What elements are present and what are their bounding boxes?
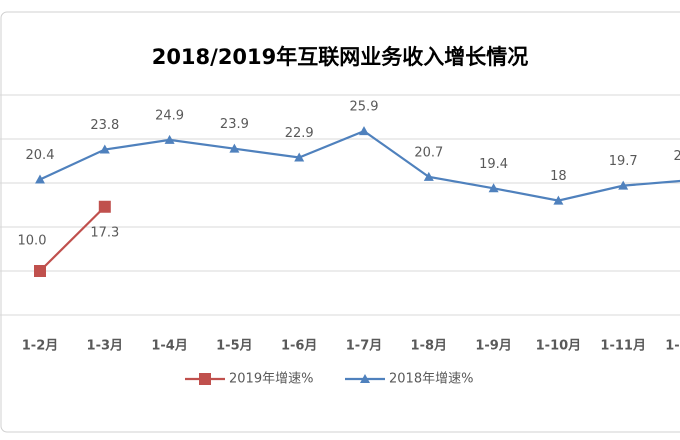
legend-marker: [360, 374, 370, 383]
marker: [294, 152, 305, 162]
x-tick-label: 1-5月: [216, 339, 253, 354]
data-label: 23.9: [220, 117, 249, 132]
marker: [164, 134, 175, 144]
marker: [618, 180, 629, 190]
chart-frame: [0, 11, 680, 433]
data-label: 22.9: [285, 126, 314, 141]
marker: [34, 265, 46, 277]
data-label: 24.9: [155, 108, 184, 123]
x-tick-label: 1-9月: [475, 339, 512, 354]
data-label: 19.4: [479, 157, 508, 172]
data-label: 25.9: [350, 100, 379, 115]
marker: [423, 171, 434, 181]
data-label: 17.3: [90, 225, 119, 240]
x-tick-label: 1-8月: [411, 339, 448, 354]
legend-label: 2019年增速%: [229, 372, 313, 387]
data-label: 19.7: [609, 154, 638, 169]
marker: [99, 144, 110, 154]
data-label: 20.7: [414, 145, 443, 160]
legend-marker: [199, 373, 211, 385]
marker: [35, 174, 45, 184]
data-label: 18: [550, 169, 567, 184]
x-tick-label: 1-6月: [281, 339, 318, 354]
series-line: [39, 205, 106, 272]
data-label: 10.0: [18, 234, 47, 249]
x-tick-label: 1-4月: [151, 339, 188, 354]
legend-label: 2018年增速%: [389, 372, 473, 387]
x-tick-label: 1-11月: [600, 339, 646, 354]
data-label: 20.3: [674, 149, 680, 164]
marker: [488, 183, 499, 193]
data-label: 23.8: [90, 118, 119, 133]
data-label: 20.4: [26, 148, 55, 163]
x-tick-label: 1-2月: [22, 339, 59, 354]
x-tick-label: 1-7月: [346, 339, 383, 354]
x-tick-label: 1-12月: [665, 339, 680, 354]
x-tick-label: 1-3月: [87, 339, 124, 354]
marker: [553, 195, 564, 205]
marker: [98, 200, 111, 213]
x-tick-label: 1-10月: [536, 339, 582, 354]
marker: [229, 143, 240, 153]
marker: [359, 126, 369, 136]
chart-title: 2018/2019年互联网业务收入增长情况: [152, 45, 529, 69]
